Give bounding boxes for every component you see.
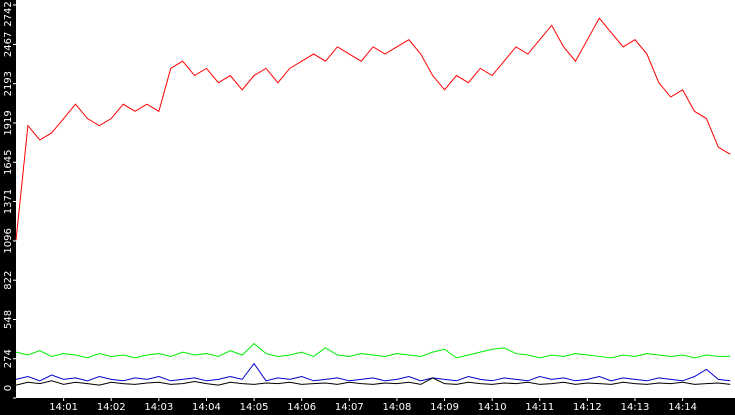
y-tick-label: 2467 — [3, 32, 14, 57]
y-tick-label: 274 — [3, 349, 14, 368]
y-tick-label: 2193 — [3, 71, 14, 96]
y-tick-label: 1371 — [3, 189, 14, 214]
x-tick-label: 14:02 — [97, 402, 126, 413]
y-tick-label: 1919 — [3, 110, 14, 135]
x-tick-label: 14:10 — [478, 402, 507, 413]
x-tick-label: 14:09 — [430, 402, 459, 413]
y-tick-label: 1096 — [3, 228, 14, 253]
x-tick-label: 14:07 — [335, 402, 364, 413]
y-tick-label: 2742 — [3, 1, 14, 26]
series-line — [15, 342, 731, 359]
y-tick-label: 822 — [3, 271, 14, 290]
x-tick-label: 14:13 — [621, 402, 650, 413]
x-tick-label: 14:01 — [49, 402, 78, 413]
y-tick-label: 0 — [3, 385, 14, 391]
y-tick-label: 548 — [3, 310, 14, 329]
x-tick-label: 14:03 — [144, 402, 173, 413]
series-line — [15, 17, 731, 241]
x-tick-label: 14:11 — [525, 402, 554, 413]
x-tick-label: 14:14 — [668, 402, 697, 413]
x-tick-label: 14:06 — [287, 402, 316, 413]
x-tick-label: 14:04 — [192, 402, 221, 413]
x-axis-band — [0, 398, 735, 415]
x-tick-label: 14:08 — [383, 402, 412, 413]
series-line — [15, 362, 731, 382]
x-tick-label: 14:05 — [240, 402, 269, 413]
y-axis-band — [0, 0, 16, 415]
series-line — [15, 377, 731, 386]
x-tick-label: 14:12 — [573, 402, 602, 413]
y-tick-label: 1645 — [3, 150, 14, 175]
